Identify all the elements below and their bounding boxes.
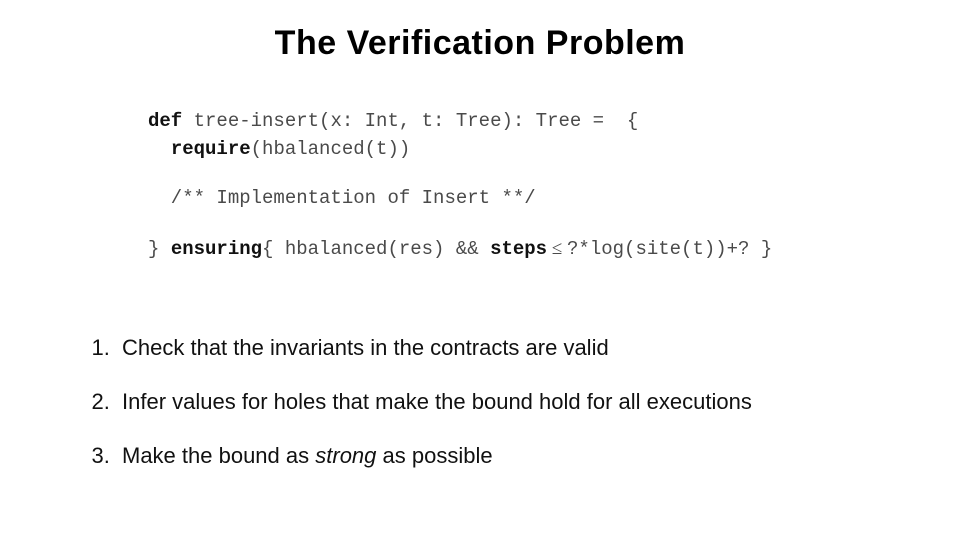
code-line-2: require(hbalanced(t))	[148, 136, 772, 164]
code-block: def tree-insert(x: Int, t: Tree): Tree =…	[148, 108, 772, 263]
slide-title: The Verification Problem	[0, 24, 960, 63]
code-line-4-tail: ?*log(site(t))+? }	[567, 238, 772, 260]
keyword-ensuring: ensuring	[171, 238, 262, 260]
code-line-2-rest: (hbalanced(t))	[251, 138, 411, 160]
code-line-1: def tree-insert(x: Int, t: Tree): Tree =…	[148, 108, 772, 136]
keyword-steps: steps	[490, 238, 547, 260]
bullet-1: Check that the invariants in the contrac…	[116, 335, 900, 361]
keyword-require: require	[171, 138, 251, 160]
bullet-3b: as possible	[376, 443, 492, 468]
bullet-list: Check that the invariants in the contrac…	[70, 335, 900, 497]
code-line-4: } ensuring{ hbalanced(res) && steps ≤ ?*…	[148, 235, 772, 264]
keyword-def: def	[148, 110, 182, 132]
code-line-1-rest: tree-insert(x: Int, t: Tree): Tree = {	[182, 110, 638, 132]
bullet-2: Infer values for holes that make the bou…	[116, 389, 900, 415]
slide: The Verification Problem def tree-insert…	[0, 0, 960, 540]
code-spacer-2	[148, 213, 772, 235]
code-close-brace: }	[148, 238, 171, 260]
leq-symbol: ≤	[547, 238, 567, 259]
bullet-3-em: strong	[315, 443, 376, 468]
code-line-4-open: { hbalanced(res) &&	[262, 238, 490, 260]
code-line-3: /** Implementation of Insert **/	[148, 185, 772, 213]
bullet-3a: Make the bound as	[122, 443, 315, 468]
bullet-3: Make the bound as strong as possible	[116, 443, 900, 469]
code-spacer-1	[148, 163, 772, 185]
code-indent	[148, 138, 171, 160]
